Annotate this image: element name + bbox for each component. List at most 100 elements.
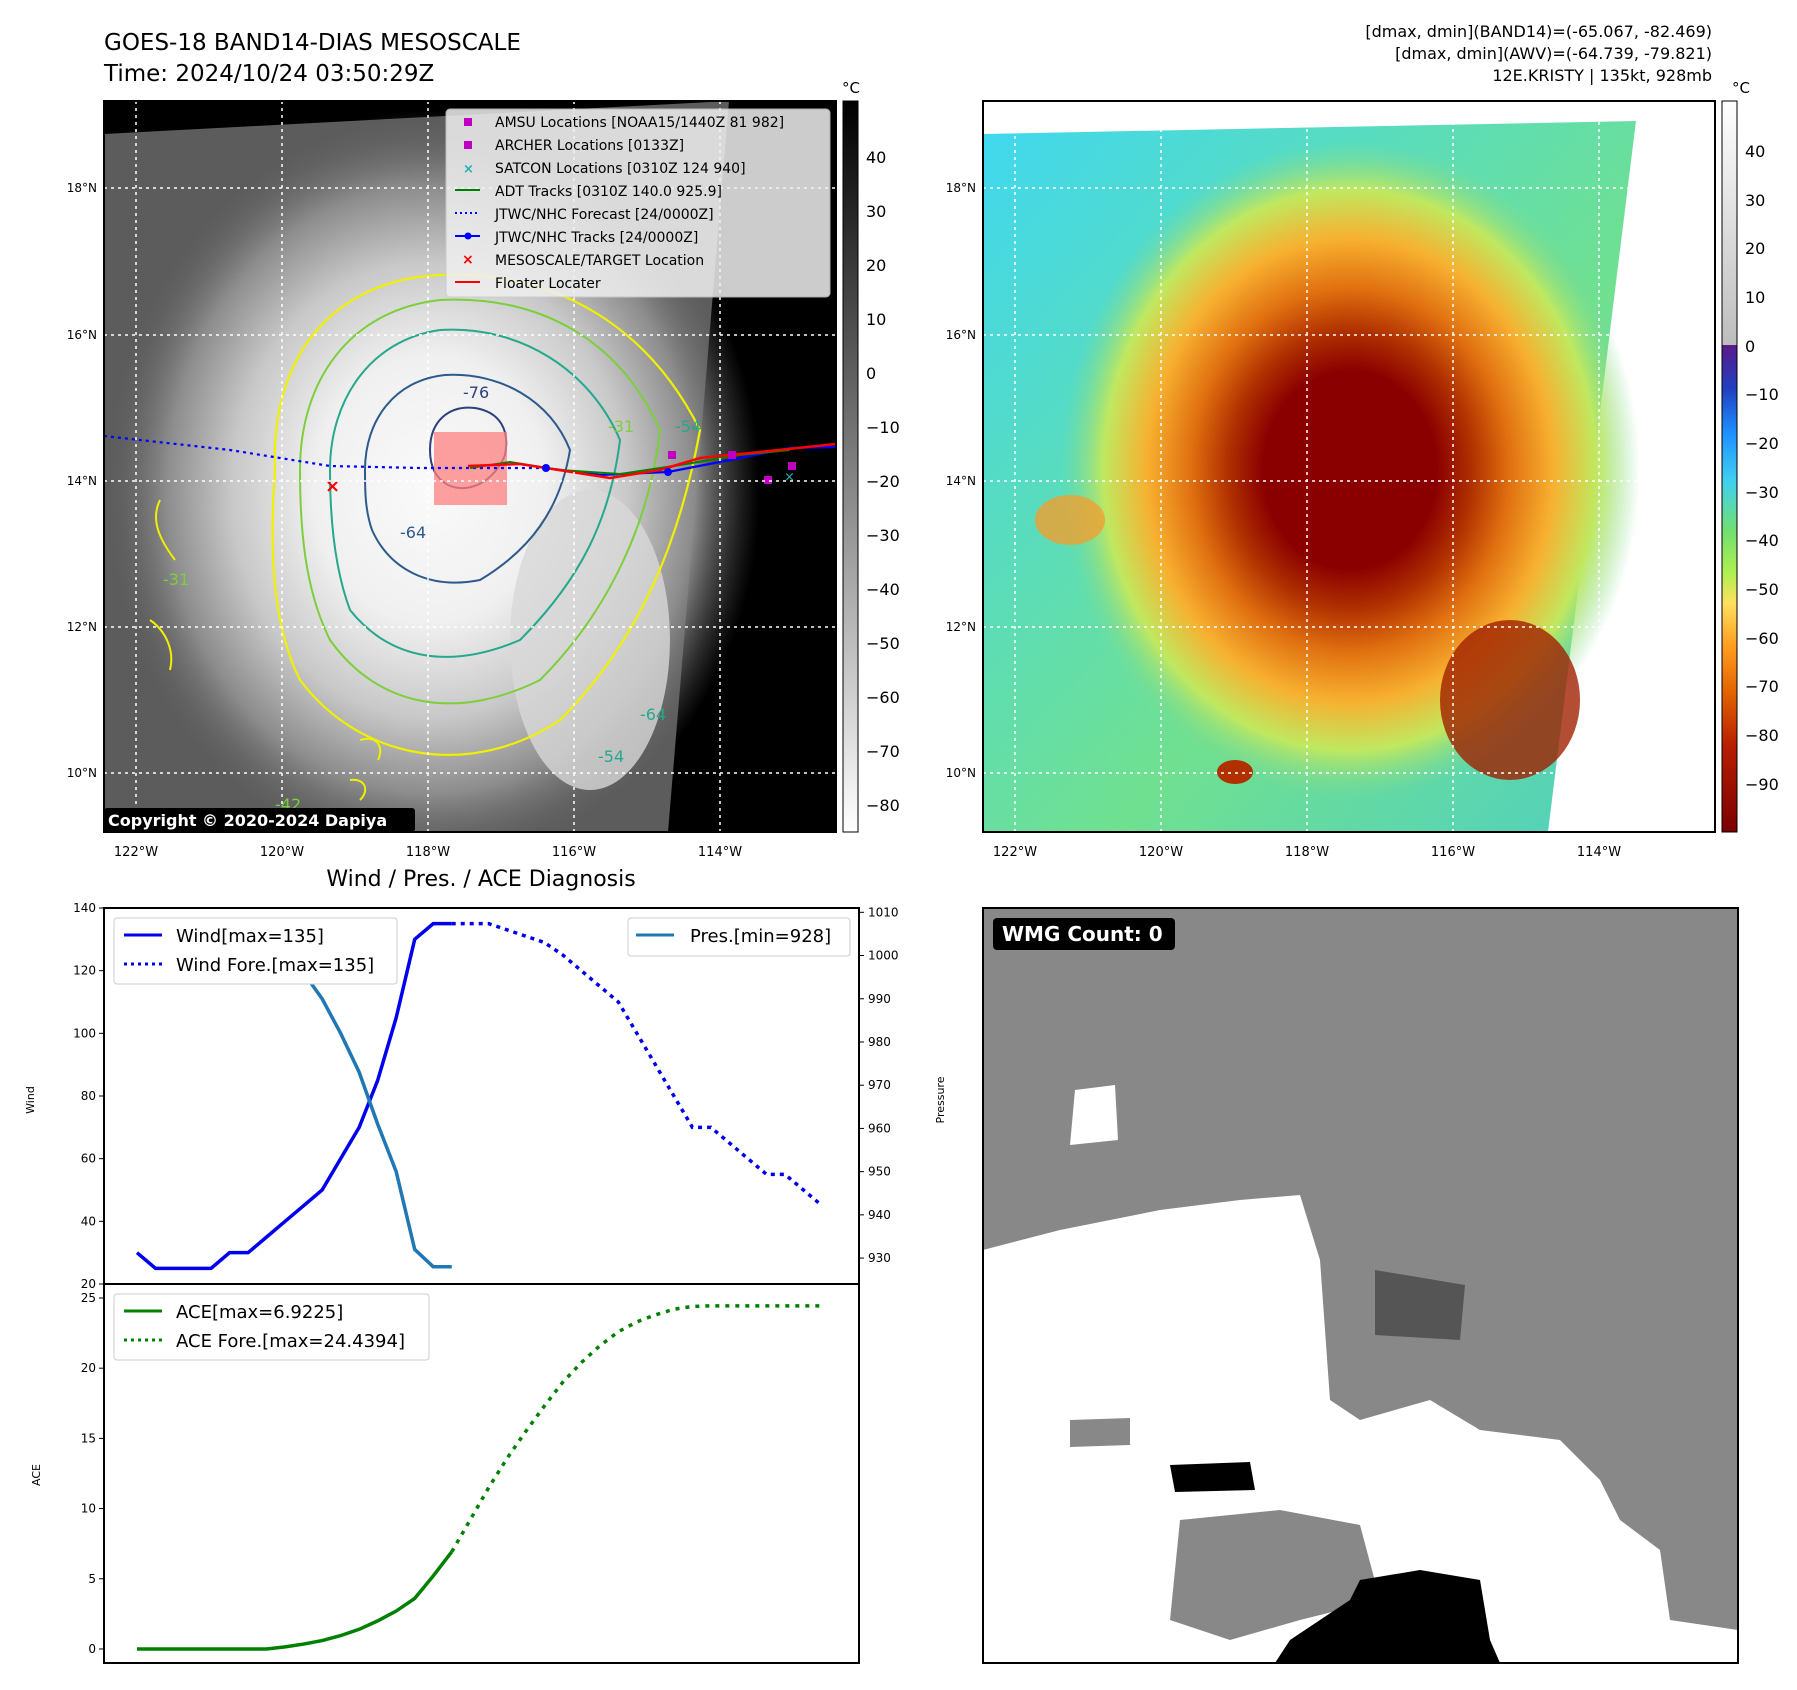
legend-wind-label: Wind[max=135] [176, 926, 324, 947]
track-point [664, 468, 672, 476]
wmg-count-box [993, 918, 1175, 950]
colorbar-color-ticks: 40 30 20 10 0 −10 −20 −30 −40 −50 −60 −7… [1745, 142, 1779, 794]
ace-legend-box [113, 1293, 430, 1361]
cbar-tick: 0 [866, 364, 876, 383]
ace-y-tick-label: 10 [81, 1502, 96, 1516]
ace-y-tick-label: 0 [88, 1642, 96, 1656]
wind-y-tick-label: 80 [81, 1089, 96, 1103]
legend-marker-archer [464, 141, 472, 149]
lat-tick: 12°N [67, 620, 97, 634]
pressure-y-label: Pressure [934, 1076, 947, 1123]
wmg-region-gray [1170, 1510, 1380, 1640]
lat-tick: 14°N [67, 474, 97, 488]
ace-y-label: ACE [30, 1464, 43, 1486]
cbar-tick: 20 [1745, 239, 1765, 258]
legend-label: MESOSCALE/TARGET Location [495, 253, 704, 269]
legend-marker-target: × [462, 252, 474, 268]
wind-line [135, 921, 452, 1271]
cbar-tick: −70 [866, 742, 900, 761]
cbar-tick: −20 [866, 472, 900, 491]
legend-label: JTWC/NHC Tracks [24/0000Z] [494, 230, 698, 246]
title-line-2: Time: 2024/10/24 03:50:29Z [103, 61, 434, 87]
contour-outer-bands [149, 499, 382, 801]
wind-y-tick-label: 120 [73, 964, 96, 978]
colorbar-color-top [1722, 101, 1737, 345]
lat-tick: 14°N [946, 474, 976, 488]
target-marker: × [325, 476, 340, 497]
contour-teal [328, 328, 622, 658]
pressure-y-tick-label: 930 [868, 1251, 891, 1265]
title-line-1: GOES-18 BAND14-DIAS MESOSCALE [104, 30, 521, 56]
pressure-y-ticks: 1010 1000 990 980 970 960 950 940 930 [859, 905, 899, 1265]
ace-chart: 25 20 15 10 5 0 ACE ACE[max=6.9225] ACE Fore.… [30, 1283, 860, 1664]
wind-y-tick-label: 100 [73, 1026, 96, 1040]
ace-series-group [137, 1304, 822, 1651]
wmg-region-black [1170, 1462, 1255, 1492]
contour-label: -54 [598, 747, 624, 766]
legend-marker-track-dot [464, 232, 472, 240]
cbar-tick: 10 [866, 310, 886, 329]
satcon-marker: × [784, 470, 795, 485]
wmg-frame [982, 907, 1739, 1664]
colorbar-gray-unit: °C [842, 79, 860, 97]
wmg-panel: WMG Count: 0 [982, 907, 1739, 1664]
lat-tick: 16°N [946, 328, 976, 342]
contour-label: -31 [608, 417, 634, 436]
pressure-y-tick-label: 960 [868, 1121, 891, 1135]
right-lon-ticks: 122°W 120°W 118°W 116°W 114°W [993, 845, 1621, 860]
contour-label: -64 [640, 705, 666, 724]
legend-label: ARCHER Locations [0133Z] [495, 138, 684, 154]
cbar-tick: −50 [1745, 580, 1779, 599]
pressure-y-tick-label: 940 [868, 1208, 891, 1222]
ace-y-tick-label: 20 [81, 1361, 96, 1375]
cbar-tick: −30 [866, 526, 900, 545]
pressure-legend-box [627, 917, 851, 957]
legend-label: Floater Locater [495, 276, 601, 292]
legend-label: SATCON Locations [0310Z 124 940] [495, 161, 746, 177]
archer-marker [764, 476, 772, 484]
ace-y-tick-label: 25 [81, 1291, 96, 1305]
legend-marker-amsu [464, 118, 472, 126]
copyright-box [104, 808, 415, 832]
pressure-y-tick-label: 1010 [868, 905, 899, 919]
legend-ace-label: ACE[max=6.9225] [176, 1302, 343, 1323]
contour-blue [363, 373, 572, 584]
colorbar-color-frame [1721, 100, 1738, 833]
legend-label: ADT Tracks [0310Z 140.0 925.9] [495, 184, 722, 200]
lon-tick: 118°W [1285, 845, 1329, 860]
wmg-region-black [1275, 1570, 1500, 1663]
copyright-text: Copyright © 2020-2024 Dapiya [108, 811, 387, 830]
lon-tick: 114°W [1577, 845, 1621, 860]
pressure-y-tick-label: 980 [868, 1035, 891, 1049]
colorbar-gray: °C 40 30 20 10 0 −10 −20 −30 −40 −50 −60… [842, 79, 900, 833]
cbar-tick: 30 [1745, 191, 1765, 210]
storm-band [510, 490, 670, 790]
legend-marker-satcon: × [463, 162, 474, 177]
contour-label: -31 [163, 570, 189, 589]
wmg-region-white [983, 1195, 1738, 1663]
cell-color [1035, 495, 1105, 545]
cbar-tick: −60 [1745, 629, 1779, 648]
colorbar-color-bottom [1722, 345, 1737, 832]
left-map-frame [103, 100, 837, 833]
legend-box [445, 108, 831, 298]
cbar-tick: −30 [1745, 483, 1779, 502]
lat-tick: 18°N [946, 181, 976, 195]
colorbar-color: °C 40 30 20 10 0 −10 −20 −30 −40 −50 −60… [1721, 79, 1779, 833]
wind-y-ticks: 140 120 100 80 60 40 20 [73, 901, 104, 1291]
diagnosis-title: Wind / Pres. / ACE Diagnosis [326, 867, 635, 892]
lon-tick: 114°W [698, 845, 742, 860]
contour-label: -76 [463, 383, 489, 402]
wind-y-tick-label: 20 [81, 1277, 96, 1291]
wmg-region-white [1070, 1085, 1118, 1145]
pressure-y-tick-label: 970 [868, 1078, 891, 1092]
ace-y-ticks: 25 20 15 10 5 0 [81, 1291, 104, 1656]
wind-legend-box [113, 917, 398, 985]
cbar-tick: 40 [1745, 142, 1765, 161]
lon-tick: 116°W [552, 845, 596, 860]
cbar-tick: −50 [866, 634, 900, 653]
lon-tick: 116°W [1431, 845, 1475, 860]
pressure-y-tick-label: 1000 [868, 949, 899, 963]
legend-ace-fore-label: ACE Fore.[max=24.4394] [176, 1331, 405, 1352]
left-lon-ticks: 122°W 120°W 118°W 116°W 114°W [114, 845, 742, 860]
